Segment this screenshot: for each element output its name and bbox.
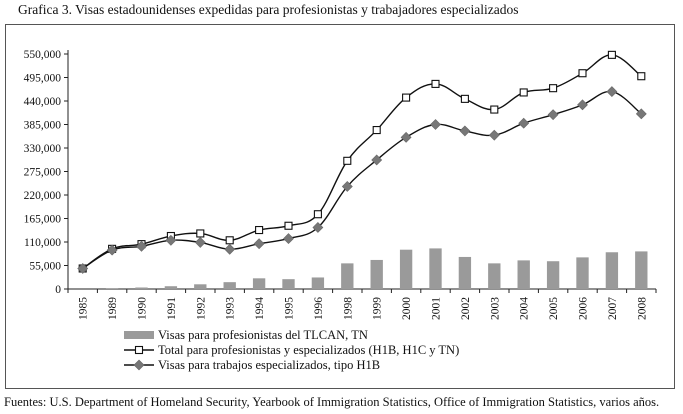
x-tick-label: 2006 — [578, 297, 590, 320]
bar — [458, 256, 472, 289]
square-marker — [196, 229, 205, 238]
x-tick-label: 1999 — [372, 297, 384, 320]
x-tick-label: 2002 — [460, 297, 472, 320]
bar — [252, 278, 266, 289]
legend-label: Visas para profesionistas del TLCAN, TN — [158, 328, 368, 342]
diamond-marker — [224, 243, 236, 255]
y-tick-label: 220,000 — [24, 190, 62, 202]
square-marker — [255, 225, 264, 235]
x-tick-label: 1994 — [254, 297, 266, 320]
chart-svg: 0 55,000 110,000 165,000 220,000 275,000 330,0… — [24, 49, 657, 372]
diamond-marker — [136, 240, 147, 252]
chart-frame: 0 55,000 110,000 165,000 220,000 275,000 330,0… — [5, 24, 675, 389]
bar — [517, 260, 530, 289]
bar — [635, 251, 648, 289]
diamond-marker — [165, 234, 177, 246]
diamond-marker — [547, 109, 559, 121]
legend-label: Total para profesionistas y especializad… — [158, 343, 459, 357]
y-tick-label: 110,000 — [24, 237, 61, 249]
bar — [546, 261, 560, 289]
x-tick-label: 2004 — [519, 297, 531, 320]
square-marker — [431, 79, 440, 88]
bar — [282, 279, 295, 289]
square-marker — [402, 93, 411, 102]
bar — [164, 286, 178, 289]
x-tick-label: 2001 — [431, 297, 443, 320]
x-tick-label: 1995 — [284, 297, 296, 320]
square-marker — [549, 84, 558, 93]
diamond-marker — [459, 125, 471, 137]
square-marker — [343, 156, 352, 165]
x-tick-label: 2008 — [636, 297, 648, 320]
x-tick-label: 1985 — [78, 297, 90, 320]
diamond-marker — [283, 233, 294, 245]
x-tick-label: 1989 — [107, 297, 119, 320]
square-marker — [460, 94, 469, 103]
diamond-marker — [194, 237, 206, 248]
bar — [223, 282, 236, 289]
bar — [429, 248, 442, 289]
square-marker — [372, 126, 381, 135]
square-marker — [578, 69, 587, 78]
square-marker — [225, 236, 234, 245]
bar — [105, 288, 119, 289]
x-tick-label: 1991 — [166, 297, 178, 320]
bar — [341, 263, 354, 289]
x-tick-label: 1998 — [342, 297, 354, 320]
diamond-marker — [577, 99, 588, 111]
square-marker — [607, 50, 616, 59]
y-tick-label: 385,000 — [24, 120, 62, 132]
diamond-marker — [312, 222, 324, 233]
diamond-marker — [106, 244, 118, 256]
y-tick-label: 55,000 — [29, 261, 61, 273]
bar — [399, 249, 413, 289]
diamond-marker — [518, 117, 530, 129]
bar — [194, 284, 207, 289]
diamond-marker — [430, 119, 441, 130]
x-tick-label: 2007 — [607, 297, 619, 320]
square-marker — [490, 105, 499, 114]
x-tick-label: 1996 — [313, 297, 325, 320]
y-tick-label: 550,000 — [24, 49, 62, 61]
diamond-marker — [606, 86, 618, 98]
diamond-marker — [400, 131, 412, 143]
series-line — [82, 90, 642, 270]
x-tick-label: 2000 — [401, 297, 413, 320]
bar — [605, 252, 619, 289]
diamond-marker — [77, 263, 89, 274]
diamond-marker — [341, 181, 353, 192]
bar — [488, 263, 501, 289]
diamond-marker — [488, 129, 500, 141]
x-tick-label: 2003 — [489, 297, 501, 320]
chart-title: Grafica 3. Visas estadounidenses expedid… — [18, 2, 519, 17]
x-tick-label: 1993 — [225, 297, 237, 320]
y-tick-label: 330,000 — [24, 143, 62, 155]
y-tick-label: 165,000 — [24, 214, 62, 226]
source-note: Fuentes: U.S. Department of Homeland Sec… — [4, 395, 660, 409]
series-line — [82, 54, 642, 270]
diamond-marker — [635, 108, 647, 120]
diamond-marker — [371, 154, 383, 166]
square-marker — [519, 88, 528, 97]
bar — [576, 257, 589, 289]
legend-label: Visas para trabajos especializados, tipo… — [158, 358, 380, 372]
square-marker — [637, 72, 646, 81]
y-tick-label: 440,000 — [24, 96, 62, 108]
bar — [135, 287, 148, 289]
y-tick-label: 0 — [55, 284, 61, 296]
legend-swatch-bar — [124, 331, 154, 339]
legend-square-marker — [134, 345, 144, 355]
legend-diamond-marker — [133, 359, 145, 371]
square-marker — [313, 210, 322, 219]
x-tick-label: 1992 — [195, 297, 207, 320]
bar — [370, 259, 383, 289]
x-tick-label: 2005 — [548, 297, 560, 320]
y-tick-label: 495,000 — [24, 73, 62, 85]
diamond-marker — [253, 238, 265, 250]
square-marker — [284, 221, 293, 230]
y-tick-label: 275,000 — [24, 167, 62, 179]
x-tick-label: 1990 — [137, 297, 149, 320]
bar — [311, 277, 325, 289]
